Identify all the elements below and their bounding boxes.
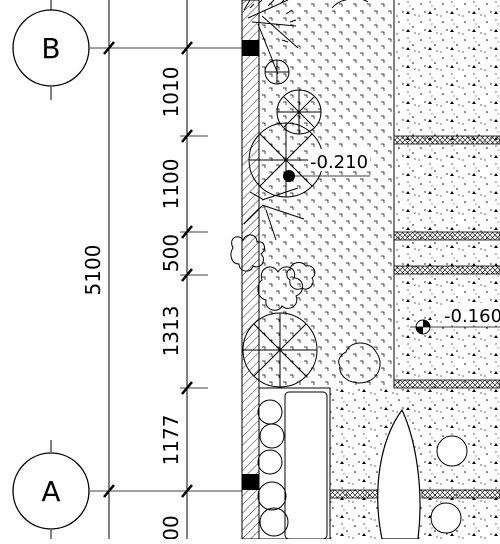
level-label: -0.210	[310, 152, 368, 173]
grid-bubble-a: A	[12, 440, 90, 539]
dimension-segment: 1010	[159, 67, 183, 118]
grid-bubble-b: B	[12, 0, 90, 100]
level-label: -0.160	[444, 306, 500, 327]
dimension-chain	[90, 0, 242, 539]
shrub	[257, 266, 303, 311]
dimension-segment: 1177	[159, 415, 183, 466]
dimension-segment: 1313	[159, 306, 183, 357]
dimension-segment: 1100	[159, 159, 183, 210]
shrub	[338, 342, 381, 384]
tree-canopy	[276, 89, 322, 135]
lower-planter	[258, 387, 468, 540]
level-text-bg	[308, 149, 370, 171]
dimension-segment: 00	[159, 515, 183, 539]
grid-label-a: A	[41, 475, 60, 508]
level-symbol	[410, 319, 500, 335]
shrub	[331, 0, 369, 9]
shrub-row	[257, 399, 289, 537]
dimension-overall: 5100	[81, 245, 105, 296]
shrub	[286, 262, 316, 290]
level-text-bg	[442, 303, 500, 325]
level-marker	[283, 170, 295, 182]
tree-canopy	[242, 312, 318, 388]
shrub	[230, 234, 265, 272]
palm-plant	[243, 0, 305, 241]
grid-label-b: B	[41, 32, 60, 65]
dimension-segment: 500	[159, 234, 183, 272]
